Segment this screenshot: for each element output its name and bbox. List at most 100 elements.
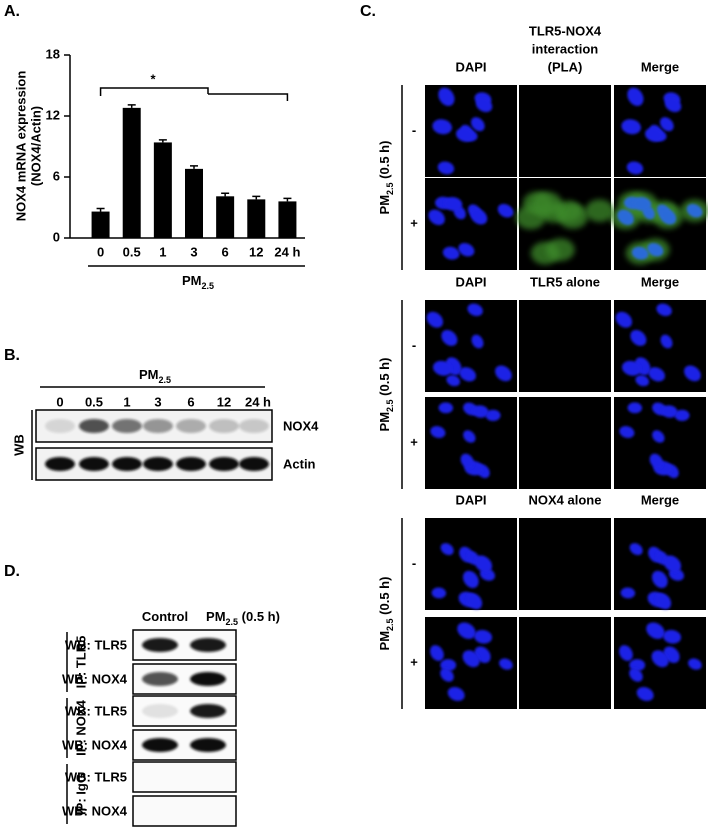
nucleus [663, 555, 682, 573]
column-header: NOX4 alone [529, 492, 602, 507]
label-base: PM [139, 367, 159, 382]
label-base: PM [377, 631, 392, 651]
panel-label: A. [4, 3, 20, 20]
nucleus [659, 117, 674, 132]
nucleus [438, 87, 455, 107]
band [45, 419, 75, 433]
label: PM2.5 (0.5 h) [206, 609, 280, 627]
band [142, 638, 178, 652]
band [190, 638, 226, 652]
ip-label: IP: TLR5 [73, 636, 88, 689]
lane-label: 3 [154, 394, 161, 409]
nucleus [485, 409, 501, 422]
micrograph [425, 85, 517, 177]
micrograph-bg [519, 397, 611, 489]
side-label: WB [11, 434, 26, 456]
lane-label: 24 h [245, 394, 271, 409]
nucleus [432, 119, 452, 135]
blot [132, 761, 237, 793]
nucleus [656, 303, 672, 317]
nucleus [431, 587, 447, 599]
nucleus [460, 453, 475, 469]
nucleus [626, 161, 644, 175]
micrograph [425, 397, 517, 489]
panel-label: B. [4, 347, 20, 364]
row-label: WB: NOX4 [62, 803, 128, 818]
label: PM2.5 (0.5 h) [377, 141, 395, 215]
label-sub: 2.5 [385, 618, 395, 631]
row-label: WB: NOX4 [62, 671, 128, 686]
bar [278, 201, 297, 238]
column-header: DAPI [455, 274, 486, 289]
nucleus [441, 329, 458, 346]
pla-signal [531, 191, 563, 217]
x-tick-label: 1 [159, 244, 166, 259]
nucleus [432, 360, 453, 376]
nucleus [462, 650, 480, 668]
band [142, 738, 178, 752]
row-label: WB: NOX4 [62, 737, 128, 752]
lane-label: 0.5 [85, 394, 103, 409]
x-tick-label: 12 [249, 244, 263, 259]
nucleus [663, 629, 682, 644]
nucleus [428, 209, 445, 226]
nucleus [635, 375, 650, 387]
label-base: Control [142, 609, 188, 624]
micrograph-bg [519, 617, 611, 709]
nucleus [688, 658, 702, 670]
bar [122, 107, 141, 238]
condition-label: + [410, 654, 418, 669]
label: PM2.5 (0.5 h) [377, 577, 395, 651]
nucleus [647, 242, 664, 257]
panel-label: D. [4, 563, 20, 580]
column-header: TLR5 alone [530, 274, 600, 289]
micrograph-bg [519, 85, 611, 177]
pla-signal [585, 199, 614, 223]
column-header: interaction [532, 41, 599, 56]
band [239, 419, 269, 433]
nucleus [472, 405, 489, 418]
panel-label: C. [360, 3, 376, 20]
condition-label: - [412, 122, 416, 137]
label: PM2.5 [139, 367, 171, 385]
nucleus [649, 453, 664, 469]
micrograph-bg [519, 518, 611, 610]
nucleus [621, 360, 642, 376]
bar [216, 196, 235, 238]
nucleus [459, 367, 477, 382]
column-header: DAPI [455, 492, 486, 507]
label-sub: 2.5 [226, 617, 239, 627]
label-base: PM [377, 412, 392, 432]
nucleus [674, 409, 690, 422]
nucleus [686, 203, 703, 218]
label-suffix: (0.5 h) [238, 609, 280, 624]
label-base: PM [206, 609, 226, 624]
micrograph [519, 300, 611, 392]
nucleus [655, 593, 672, 610]
band [239, 457, 269, 471]
band [190, 672, 226, 686]
label-sub: 2.5 [158, 375, 171, 385]
nucleus [620, 587, 636, 599]
nucleus [629, 668, 643, 682]
row-label: WB: TLR5 [65, 637, 127, 652]
row-label: WB: TLR5 [65, 769, 127, 784]
bar [91, 211, 110, 238]
nucleus [664, 97, 682, 113]
x-tick-label: 24 h [274, 244, 300, 259]
blot [132, 795, 237, 827]
micrograph [614, 85, 706, 177]
nucleus [645, 127, 663, 142]
lane-label: 0 [56, 394, 63, 409]
nucleus [466, 593, 483, 610]
error-bar [221, 192, 230, 197]
nucleus [475, 97, 493, 113]
row-label: WB: TLR5 [65, 703, 127, 718]
error-bar [190, 165, 198, 169]
band [142, 672, 178, 686]
x-tick-label: 0 [97, 244, 104, 259]
pla-signal [557, 204, 589, 229]
nucleus [651, 650, 669, 668]
nucleus [661, 405, 678, 418]
